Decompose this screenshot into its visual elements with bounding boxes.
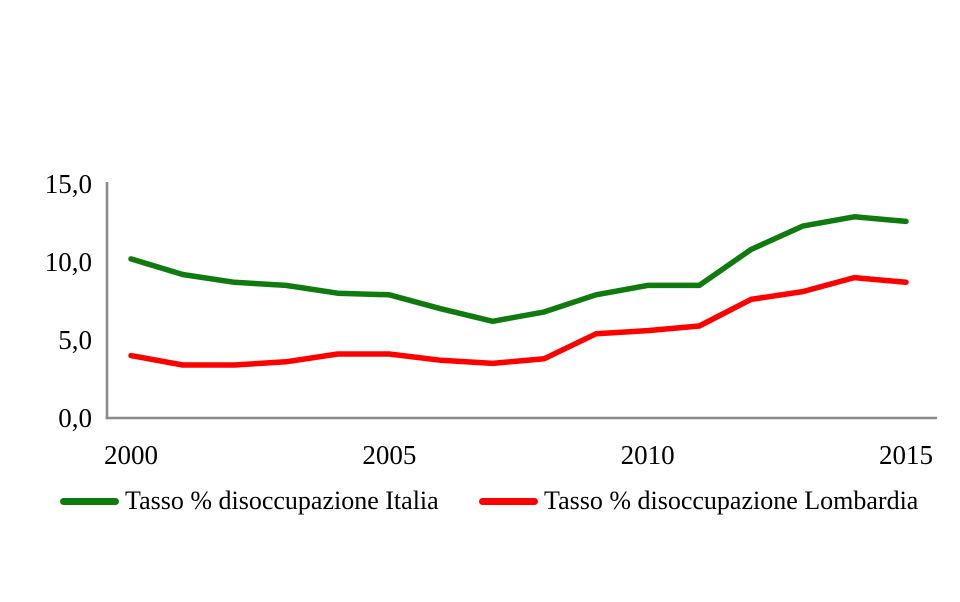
y-tick-label: 10,0 xyxy=(44,247,92,277)
legend-label-lombardia: Tasso % disoccupazione Lombardia xyxy=(544,486,919,515)
x-tick-label: 2000 xyxy=(104,440,158,470)
legend-swatch-italia-icon xyxy=(60,497,119,505)
legend-item-lombardia: Tasso % disoccupazione Lombardia xyxy=(479,483,918,519)
italia-line xyxy=(128,214,909,325)
lombardia-line xyxy=(128,274,909,368)
y-tick-label: 15,0 xyxy=(44,169,92,199)
y-tick-label: 5,0 xyxy=(58,325,92,355)
legend-label-italia: Tasso % disoccupazione Italia xyxy=(125,486,439,515)
y-tick-label: 0,0 xyxy=(58,403,92,433)
legend-swatch-lombardia-icon xyxy=(479,497,538,505)
legend-item-italia: Tasso % disoccupazione Italia xyxy=(60,483,439,519)
x-tick-label: 2005 xyxy=(362,440,417,470)
legend: Tasso % disoccupazione Italia Tasso % di… xyxy=(0,483,960,519)
x-tick-label: 2010 xyxy=(620,440,675,470)
x-tick-label: 2015 xyxy=(879,440,933,470)
